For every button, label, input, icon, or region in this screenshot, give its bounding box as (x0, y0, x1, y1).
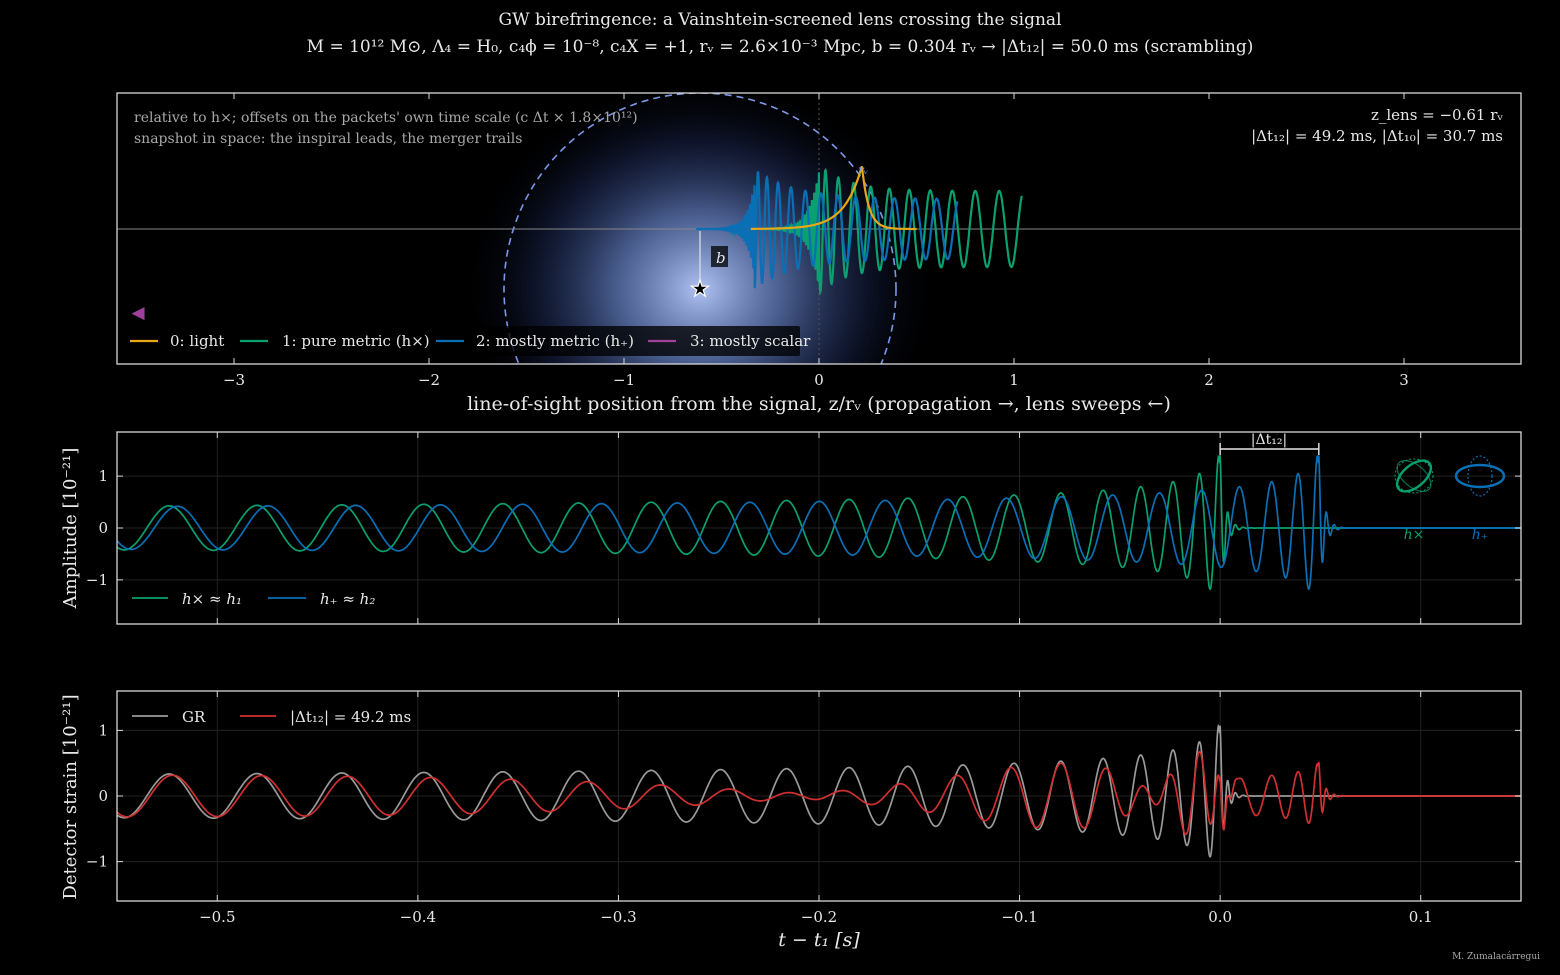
bottom-legend: GR |Δt₁₂| = 49.2 ms (132, 708, 411, 726)
bottom-x-axis-label: t − t₁ [s] (778, 929, 860, 951)
delay-bracket: |Δt₁₂| (1219, 432, 1320, 455)
plus-glyph-label: h₊ (1472, 527, 1488, 543)
top-annotation-2: snapshot in space: the inspiral leads, t… (134, 131, 522, 147)
plus-polarization-glyph: h₊ (1454, 455, 1506, 543)
legend-mostly-metric: 2: mostly metric (h₊) (476, 332, 634, 350)
top-legend: 0: light 1: pure metric (h×) 2: mostly m… (124, 326, 811, 356)
scalar-marker: ◀ (131, 303, 145, 323)
middle-y-axis-label: Amplitude [10⁻²¹] (60, 448, 81, 610)
series-light (750, 166, 917, 231)
middle-legend: h× ≈ h₁ h₊ ≈ h₂ (132, 590, 375, 608)
figure-title: GW birefringence: a Vainshtein-screened … (498, 10, 1061, 30)
top-annotation-1: relative to h×; offsets on the packets' … (134, 110, 638, 126)
legend-light: 0: light (170, 332, 224, 350)
y-tick-label: 0 (98, 519, 108, 537)
top-x-axis-label: line-of-sight position from the signal, … (467, 393, 1171, 415)
x-tick-label: −0.4 (400, 908, 436, 926)
series-modified (117, 750, 1521, 836)
cross-polarization-glyph: h× (1394, 458, 1434, 543)
x-tick-label: 0 (814, 371, 824, 389)
vainshtein-radius-label: rᵥ (858, 163, 868, 177)
x-tick-label: −0.5 (199, 908, 235, 926)
vainshtein-circle (503, 93, 897, 364)
impact-parameter-label: b (716, 249, 726, 267)
cross-glyph-label: h× (1404, 527, 1425, 543)
y-tick-label: 1 (98, 467, 108, 485)
x-tick-label: −0.1 (1001, 908, 1037, 926)
x-tick-label: 3 (1399, 371, 1409, 389)
delay-bracket-label: |Δt₁₂| (1251, 432, 1287, 448)
series-h-cross (117, 454, 1521, 591)
x-tick-label: −1 (613, 371, 635, 389)
series-gr (117, 723, 1521, 859)
legend-pure-metric: 1: pure metric (h×) (282, 332, 430, 350)
series-pure-metric (760, 167, 1023, 296)
y-tick-label: −1 (86, 571, 108, 589)
x-tick-label: 1 (1009, 371, 1019, 389)
legend-mostly-scalar: 3: mostly scalar (690, 332, 811, 350)
x-tick-label: −0.3 (600, 908, 636, 926)
x-tick-label: 0.0 (1208, 908, 1232, 926)
x-tick-label: 2 (1204, 371, 1214, 389)
lens-position-readout: z_lens = −0.61 rᵥ (1371, 106, 1503, 124)
delay-readout: |Δt₁₂| = 49.2 ms, |Δt₁₀| = 30.7 ms (1251, 127, 1503, 145)
x-tick-label: −3 (223, 371, 245, 389)
lens-star: ★ (690, 277, 710, 302)
legend-gr: GR (182, 708, 206, 726)
series-mostly-metric (696, 171, 959, 289)
figure-subtitle: M = 10¹² M⊙, Λ₄ = H₀, c₄ϕ = 10⁻⁸, c₄X = … (307, 37, 1254, 57)
x-tick-label: −2 (418, 371, 440, 389)
series-h-plus (117, 454, 1521, 591)
y-tick-label: 0 (98, 787, 108, 805)
legend-modified: |Δt₁₂| = 49.2 ms (290, 708, 411, 726)
y-tick-label: 1 (98, 721, 108, 739)
credit: M. Zumalacárregui (1452, 951, 1540, 962)
legend-h-plus: h₊ ≈ h₂ (320, 590, 375, 608)
legend-h-cross: h× ≈ h₁ (182, 590, 242, 608)
x-tick-label: 0.1 (1409, 908, 1433, 926)
bottom-panel: −0.5 −0.4 −0.3 −0.2 −0.1 0.0 0.1 −1 0 1 GR |Δt₁₂|… (60, 690, 1522, 951)
bottom-y-axis-label: Detector strain [10⁻²¹] (60, 694, 81, 899)
x-tick-label: −0.2 (801, 908, 837, 926)
y-tick-label: −1 (86, 853, 108, 871)
top-panel: ★ b rᵥ ◀ −3 −2 −1 0 1 2 3 relative to h×; offs… (116, 92, 1522, 415)
middle-panel: −1 0 1 |Δt₁₂| h× h₊ h× ≈ h₁ h₊ ≈ h₂ Amplit… (60, 431, 1522, 625)
